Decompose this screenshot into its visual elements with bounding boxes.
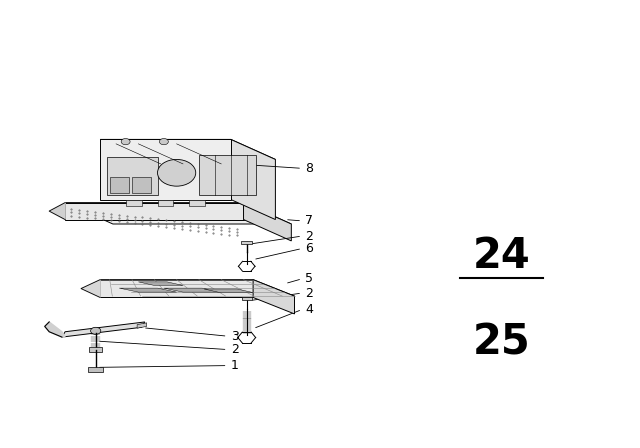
- Polygon shape: [81, 280, 100, 297]
- Polygon shape: [125, 199, 141, 206]
- Polygon shape: [90, 347, 102, 352]
- Polygon shape: [45, 322, 65, 337]
- Text: 25: 25: [473, 322, 531, 364]
- Polygon shape: [241, 241, 252, 244]
- Circle shape: [157, 159, 196, 186]
- Polygon shape: [65, 202, 291, 224]
- Polygon shape: [138, 282, 183, 285]
- Text: 3: 3: [231, 330, 239, 343]
- Polygon shape: [199, 155, 256, 195]
- Polygon shape: [157, 199, 173, 206]
- Polygon shape: [244, 202, 291, 241]
- Polygon shape: [49, 202, 65, 220]
- Text: 1: 1: [231, 359, 239, 372]
- Circle shape: [159, 138, 168, 145]
- Text: 2: 2: [231, 343, 239, 356]
- Polygon shape: [119, 288, 177, 292]
- Polygon shape: [164, 288, 221, 292]
- Polygon shape: [137, 323, 147, 328]
- Polygon shape: [100, 280, 294, 296]
- Text: 24: 24: [473, 236, 531, 277]
- Polygon shape: [189, 199, 205, 206]
- Circle shape: [121, 138, 130, 145]
- Polygon shape: [62, 322, 145, 337]
- Circle shape: [91, 327, 100, 334]
- Polygon shape: [100, 139, 231, 199]
- Polygon shape: [204, 289, 253, 293]
- Text: 2: 2: [305, 229, 313, 242]
- Text: 8: 8: [305, 162, 314, 175]
- Polygon shape: [109, 177, 129, 193]
- Polygon shape: [253, 280, 294, 314]
- Text: 2: 2: [305, 287, 313, 300]
- Polygon shape: [100, 139, 275, 159]
- Polygon shape: [65, 202, 244, 220]
- Text: 6: 6: [305, 242, 313, 255]
- Text: 5: 5: [305, 272, 314, 285]
- Polygon shape: [132, 177, 151, 193]
- Text: 4: 4: [305, 303, 313, 316]
- Text: 7: 7: [305, 215, 314, 228]
- Polygon shape: [106, 157, 157, 195]
- Polygon shape: [100, 280, 253, 297]
- Polygon shape: [88, 367, 103, 372]
- Polygon shape: [242, 297, 252, 300]
- Polygon shape: [231, 139, 275, 220]
